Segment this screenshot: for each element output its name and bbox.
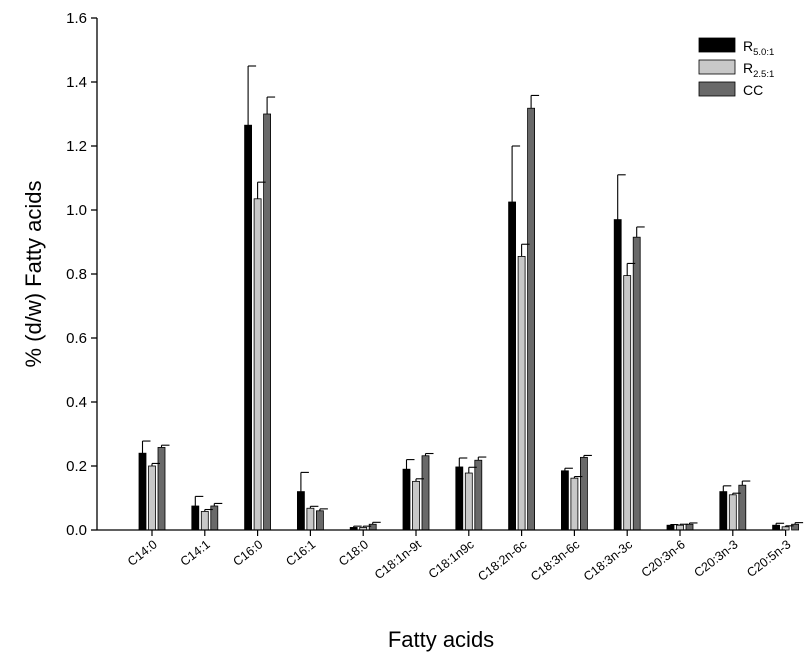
x-ticks-layer: C14:0 C14:1 C16:0 C16:1 C18:0 C18:1n-9t C18:1n… [125, 530, 793, 584]
legend-label-sub: 5.0:1 [753, 47, 774, 58]
y-ticks-layer: 0.0 0.2 0.4 0.6 0.8 1.0 1.2 1.4 1.6 [66, 10, 97, 539]
bar-r-2-5-1-c18-3n-3c [623, 275, 632, 531]
y-tick-label: 0.8 [66, 266, 87, 283]
bar-r-2-5-1-c14-0 [148, 465, 156, 531]
x-tick-label: C20:3n-6 [639, 537, 688, 580]
x-tick-label: C20:5n-3 [744, 537, 793, 580]
legend-label-main: CC [743, 82, 763, 98]
bar-r-2-5-1-c18-2n-6c [517, 255, 526, 531]
x-tick-label: C18:0 [336, 537, 371, 569]
bar-cc-c18-2n-6c [527, 107, 535, 531]
legend-label: R5.0:1 [743, 38, 774, 58]
bar-r-2-5-1-c18-3n-6c [570, 477, 579, 531]
bar-r-2-5-1-c20-3n-3 [728, 494, 737, 531]
x-tick-label: C18:1n9c [426, 537, 477, 581]
legend-swatch [698, 37, 736, 53]
legend-label: CC [743, 82, 763, 98]
y-tick-label: 1.0 [66, 202, 87, 219]
x-tick-label: C18:2n-6c [475, 537, 529, 584]
legend: R5.0:1R2.5:1CC [698, 37, 774, 98]
y-axis-title: % (d/w) Fatty acids [21, 180, 46, 367]
x-tick-label: C18:1n-9t [372, 537, 424, 582]
bar-cc-c18-3n-3c [632, 236, 641, 531]
bar-cc-c18-0 [368, 523, 377, 531]
y-tick-label: 1.6 [66, 10, 87, 27]
x-tick-label: C20:3n-3 [691, 537, 740, 580]
legend-label: R2.5:1 [743, 60, 774, 80]
bar-r-2-5-1-c16-1 [306, 507, 315, 531]
y-tick-label: 0.6 [66, 330, 87, 347]
bar-r-2-5-1-c20-3n-6 [676, 524, 684, 531]
bar-r-5-0-1-c14-1 [191, 505, 200, 531]
x-axis-title: Fatty acids [388, 627, 494, 652]
legend-label-main: R [743, 38, 753, 54]
bar-r-5-0-1-c20-3n-6 [666, 524, 675, 531]
bar-r-5-0-1-c20-3n-3 [719, 491, 728, 531]
y-tick-label: 0.2 [66, 458, 87, 475]
y-tick-label: 0.4 [66, 394, 87, 411]
x-tick-label: C14:0 [125, 537, 160, 569]
legend-swatch [698, 81, 736, 97]
x-tick-label: C18:3n-3c [581, 537, 635, 584]
bar-cc-c14-0 [157, 447, 166, 531]
bar-r-5-0-1-c18-1n-9t [402, 468, 411, 531]
axes-layer [96, 18, 785, 531]
legend-swatch [698, 59, 736, 75]
bar-cc-c18-3n-6c [580, 456, 588, 531]
bar-cc-c20-3n-6 [685, 523, 694, 531]
bar-r-5-0-1-c18-3n-3c [613, 219, 622, 531]
legend-label-sub: 2.5:1 [753, 69, 774, 80]
bar-cc-c20-3n-3 [738, 484, 747, 531]
bar-r-5-0-1-c14-0 [138, 452, 147, 531]
error-bars-layer [141, 65, 804, 528]
bar-cc-c16-1 [315, 510, 324, 531]
bar-cc-c18-1n-9t [421, 455, 430, 531]
bar-r-5-0-1-c18-3n-6c [561, 470, 569, 531]
bar-cc-c18-1n9c [474, 459, 483, 531]
bar-r-5-0-1-c18-1n9c [455, 466, 464, 531]
bar-r-5-0-1-c18-2n-6c [508, 201, 517, 531]
bar-r-2-5-1-c16-0 [253, 198, 262, 531]
bar-r-5-0-1-c16-1 [296, 491, 305, 531]
x-tick-label: C16:1 [283, 537, 318, 569]
legend-label-main: R [743, 60, 753, 76]
x-tick-label: C14:1 [178, 537, 213, 569]
bar-r-2-5-1-c18-1n9c [464, 472, 473, 531]
x-tick-label: C16:0 [231, 537, 266, 569]
bar-r-2-5-1-c18-1n-9t [412, 480, 420, 531]
bar-cc-c16-0 [263, 113, 272, 531]
y-tick-label: 0.0 [66, 522, 87, 539]
bar-r-5-0-1-c20-5n-3 [772, 524, 780, 531]
y-tick-label: 1.4 [66, 74, 87, 91]
bar-cc-c20-5n-3 [791, 523, 799, 531]
bar-r-5-0-1-c16-0 [244, 124, 253, 531]
x-tick-label: C18:3n-6c [528, 537, 582, 584]
bar-r-2-5-1-c14-1 [200, 511, 209, 531]
y-tick-label: 1.2 [66, 138, 87, 155]
